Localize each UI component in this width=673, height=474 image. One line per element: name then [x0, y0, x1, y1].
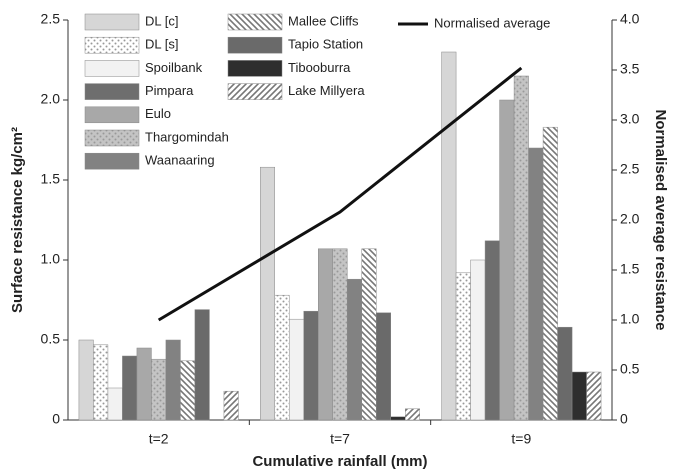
y2-tick-label: 0.5	[620, 361, 640, 377]
legend-swatch	[84, 60, 140, 77]
y2-tick-label: 2.0	[620, 211, 640, 227]
legend-label: Thargomindah	[145, 129, 229, 144]
legend-label: Eulo	[145, 106, 171, 121]
bar	[165, 339, 181, 421]
bar	[470, 259, 486, 421]
y2-tick-label: 0	[620, 411, 628, 427]
y-tick-label: 0.5	[41, 331, 61, 347]
legend-label: Normalised average	[434, 15, 550, 30]
legend-label: Pimpara	[145, 83, 194, 98]
bar	[107, 387, 123, 421]
y-tick-label: 2.5	[41, 11, 61, 27]
y2-tick-label: 3.5	[620, 61, 640, 77]
bar	[274, 294, 290, 421]
bar	[194, 309, 210, 421]
legend-label: Mallee Cliffs	[288, 13, 359, 28]
y-tick-label: 1.5	[41, 171, 61, 187]
bar	[571, 371, 587, 421]
legend-swatch	[227, 13, 283, 31]
bar	[405, 408, 420, 421]
bar	[318, 248, 333, 421]
legend-swatch	[84, 152, 140, 170]
bar	[499, 99, 515, 421]
bar	[347, 278, 362, 421]
bar	[223, 390, 239, 421]
x-tick-label: t=7	[330, 431, 350, 447]
bar	[455, 272, 471, 421]
legend-label: DL [c]	[145, 13, 178, 28]
bar	[586, 371, 602, 421]
legend-label: DL [s]	[145, 37, 178, 52]
bar	[542, 126, 558, 421]
legend-swatch	[227, 83, 283, 100]
x-axis-title: Cumulative rainfall (mm)	[252, 453, 427, 470]
bar	[484, 240, 500, 421]
y2-tick-label: 4.0	[620, 11, 640, 27]
legend-swatch	[84, 13, 140, 31]
bar	[93, 344, 109, 421]
bar	[122, 355, 138, 421]
legend-swatch	[227, 60, 283, 77]
legend-swatch	[84, 129, 140, 147]
legend-swatch	[84, 36, 140, 54]
legend-label: Lake Millyera	[288, 83, 365, 98]
legend-label: Tibooburra	[288, 60, 351, 75]
line	[157, 66, 523, 322]
legend-swatch	[84, 106, 140, 124]
legend-label: Tapio Station	[288, 37, 363, 52]
bar	[441, 51, 457, 421]
legend-label: Waanaaring	[145, 153, 215, 168]
legend-label: Spoilbank	[145, 60, 203, 75]
bar	[361, 248, 377, 421]
bar	[513, 75, 529, 421]
bar	[376, 312, 391, 421]
bar	[180, 360, 196, 421]
bar	[303, 310, 319, 421]
bar	[151, 358, 167, 421]
legend-swatch	[84, 83, 140, 100]
legend-swatch	[227, 36, 283, 54]
x-tick-label: t=9	[511, 431, 531, 447]
y2-tick-label: 1.0	[620, 311, 640, 327]
y-axis-title: Surface resistance kg/cm²	[9, 127, 26, 313]
bar	[260, 166, 275, 421]
bar	[557, 326, 573, 421]
y2-axis-title: Normalised average resistance	[652, 110, 669, 331]
bar	[528, 147, 544, 421]
bar	[78, 339, 94, 421]
bar	[136, 347, 152, 421]
y2-tick-label: 3.0	[620, 111, 640, 127]
y-tick-label: 2.0	[41, 91, 61, 107]
y-tick-label: 0	[52, 411, 60, 427]
bar	[289, 318, 304, 421]
y2-tick-label: 2.5	[620, 161, 640, 177]
bar	[390, 416, 406, 421]
x-tick-label: t=2	[149, 431, 169, 447]
y2-tick-label: 1.5	[620, 261, 640, 277]
y-tick-label: 1.0	[41, 251, 61, 267]
bar	[332, 248, 348, 421]
